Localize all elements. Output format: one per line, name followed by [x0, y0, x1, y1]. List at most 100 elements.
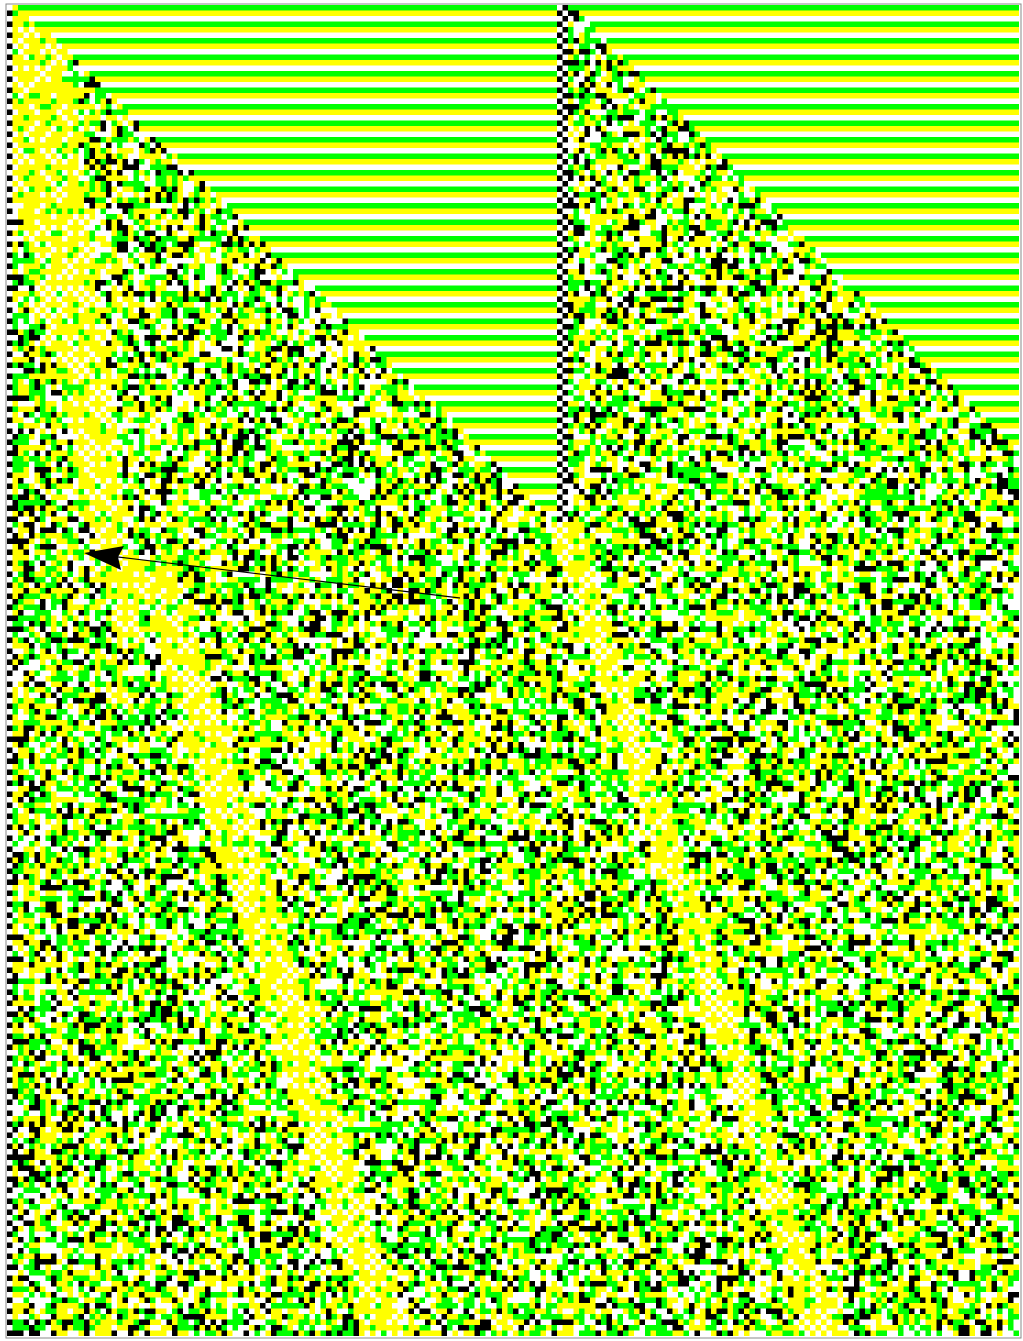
cell-run: [678, 440, 684, 446]
cell-run: [832, 390, 838, 396]
cell-run: [112, 335, 118, 341]
cell-run: [260, 363, 266, 369]
cell-run: [563, 346, 569, 352]
cell-run: [277, 451, 283, 457]
cell-run: [607, 203, 618, 209]
cell-run: [266, 440, 272, 446]
cell-run: [689, 368, 695, 374]
cell-run: [854, 330, 865, 336]
cell-run: [788, 473, 794, 479]
cell-run: [150, 401, 156, 407]
cell-run: [794, 247, 811, 253]
cell-run: [101, 291, 107, 297]
cell-run: [739, 198, 750, 204]
cell-run: [739, 385, 745, 391]
cell-run: [24, 247, 30, 253]
cell-run: [689, 319, 695, 325]
cell-run: [156, 236, 162, 242]
cell-run: [640, 308, 646, 314]
cell-run: [563, 456, 569, 462]
cell-run: [172, 308, 178, 314]
cell-run: [557, 99, 563, 105]
cell-run: [216, 407, 222, 413]
cell-run: [156, 319, 162, 325]
cell-run: [607, 313, 613, 319]
cell-run: [282, 258, 557, 264]
cell-run: [948, 385, 954, 391]
cell-run: [216, 280, 222, 286]
cell-run: [662, 247, 668, 253]
cell-run: [29, 346, 35, 352]
cell-run: [563, 82, 569, 88]
cell-run: [706, 203, 712, 209]
cell-run: [354, 346, 365, 352]
cell-run: [354, 434, 365, 440]
cell-run: [249, 280, 255, 286]
cell-run: [788, 297, 794, 303]
cell-run: [244, 236, 250, 242]
cell-run: [766, 225, 772, 231]
cell-run: [431, 423, 437, 429]
cell-run: [128, 313, 139, 319]
cell-run: [161, 341, 167, 347]
cell-run: [7, 44, 13, 50]
cell-run: [233, 352, 239, 358]
cell-run: [920, 467, 931, 473]
cell-run: [711, 335, 728, 341]
cell-run: [777, 269, 783, 275]
cell-run: [843, 346, 865, 352]
cell-run: [288, 352, 294, 358]
cell-run: [7, 330, 18, 336]
cell-run: [57, 363, 68, 369]
cell-run: [90, 445, 96, 451]
cell-run: [893, 352, 899, 358]
cell-run: [46, 368, 57, 374]
cell-run: [640, 363, 646, 369]
cell-run: [40, 209, 46, 215]
cell-run: [95, 451, 101, 457]
cell-run: [282, 473, 288, 479]
cell-run: [678, 236, 684, 242]
cell-run: [717, 170, 728, 176]
cell-run: [84, 297, 90, 303]
cell-run: [123, 198, 129, 204]
cell-run: [640, 423, 646, 429]
cell-run: [733, 379, 739, 385]
cell-run: [739, 242, 750, 248]
cell-run: [876, 412, 887, 418]
cell-run: [568, 291, 574, 297]
cell-run: [13, 363, 19, 369]
cell-run: [574, 357, 580, 363]
cell-run: [139, 440, 145, 446]
cell-run: [266, 286, 277, 292]
cell-run: [640, 418, 646, 424]
cell-run: [172, 368, 178, 374]
cell-run: [618, 319, 624, 325]
cell-run: [117, 335, 128, 341]
cell-run: [128, 258, 134, 264]
cell-run: [238, 396, 244, 402]
cell-run: [436, 418, 442, 424]
cell-run: [854, 434, 860, 440]
cell-run: [95, 88, 557, 94]
cell-run: [150, 187, 161, 193]
cell-run: [689, 445, 695, 451]
cell-run: [211, 231, 217, 237]
cell-run: [744, 357, 750, 363]
cell-run: [51, 209, 57, 215]
cell-run: [607, 143, 613, 149]
cell-run: [277, 423, 283, 429]
cell-run: [183, 346, 189, 352]
cell-run: [755, 379, 766, 385]
cell-run: [607, 242, 613, 248]
cell-run: [700, 225, 706, 231]
cell-run: [750, 445, 761, 451]
cell-run: [216, 308, 222, 314]
cell-run: [689, 363, 695, 369]
cell-run: [854, 385, 865, 391]
cell-run: [183, 341, 189, 347]
cell-run: [860, 434, 866, 440]
cell-run: [728, 225, 734, 231]
cell-run: [178, 159, 558, 165]
cell-run: [167, 385, 173, 391]
